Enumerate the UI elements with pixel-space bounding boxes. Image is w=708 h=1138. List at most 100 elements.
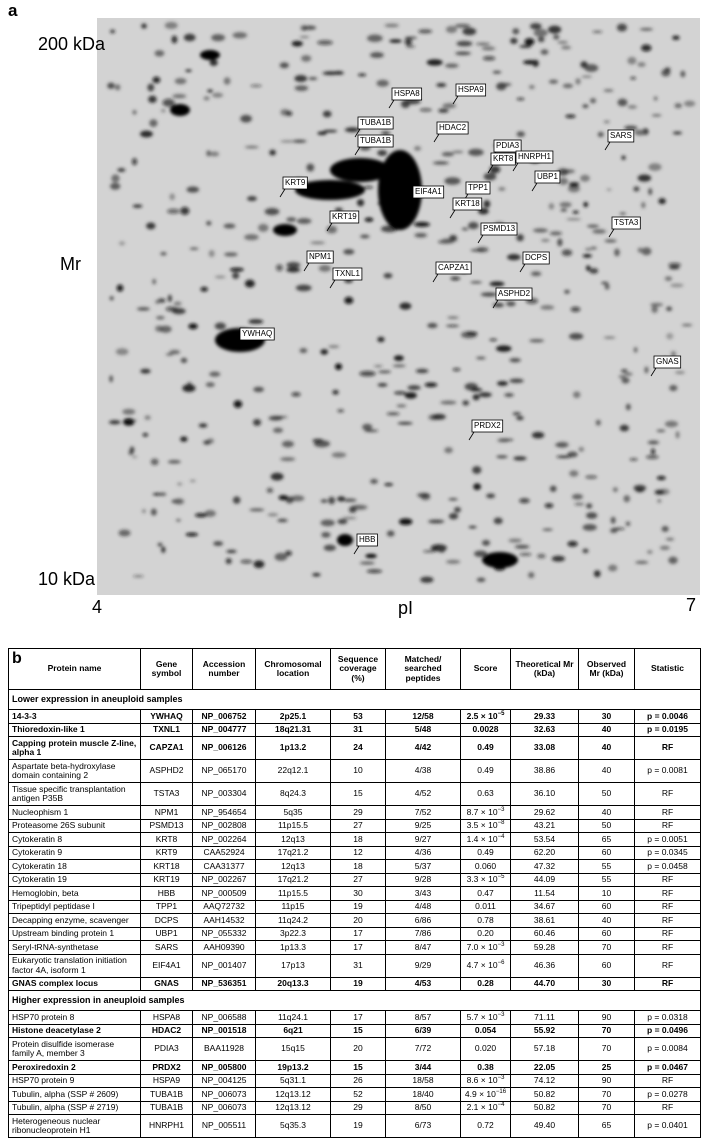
spot — [530, 23, 542, 30]
table-cell: 22q12.1 — [255, 759, 331, 783]
spot — [393, 391, 407, 395]
spot — [468, 525, 477, 529]
table-cell: 29.33 — [510, 709, 579, 724]
spot — [253, 386, 264, 393]
spot — [553, 34, 560, 40]
spot — [582, 254, 592, 258]
spot — [167, 294, 172, 303]
spot-label: CAPZA1 — [438, 263, 470, 272]
spot — [454, 506, 461, 513]
table-cell: 0.20 — [460, 926, 511, 941]
spot — [467, 221, 479, 230]
spot — [132, 575, 144, 578]
spot — [226, 549, 237, 554]
table-cell: 44.70 — [510, 976, 579, 991]
spot — [312, 573, 321, 577]
spot — [606, 188, 612, 191]
spot — [405, 44, 416, 48]
spot — [214, 322, 226, 330]
spot — [115, 348, 129, 356]
table-cell: Tubulin, alpha (SSP # 2719) — [8, 1100, 141, 1115]
table-cell: 0.0028 — [460, 722, 511, 737]
spot — [548, 203, 555, 210]
spot — [586, 503, 593, 509]
spot — [585, 265, 591, 271]
spot — [377, 149, 388, 157]
spot — [556, 455, 571, 458]
spot — [186, 382, 193, 390]
table-cell: 0.011 — [460, 899, 511, 914]
spot — [645, 455, 659, 460]
table-cell: 60 — [578, 845, 635, 860]
table-cell: NP_000509 — [192, 886, 256, 901]
spot — [489, 165, 501, 174]
table-cell: 6/39 — [385, 1023, 461, 1038]
table-cell: 1p13.2 — [255, 736, 331, 760]
table-cell: EIF4A1 — [140, 953, 193, 978]
spot — [417, 492, 430, 498]
y-axis-label: Mr — [60, 254, 81, 274]
score-exponent: −4 — [497, 1102, 505, 1109]
spot — [273, 427, 283, 433]
spot — [200, 286, 208, 292]
table-cell: 18q21.31 — [255, 722, 331, 737]
spot — [568, 332, 584, 340]
spot — [386, 412, 400, 416]
spot — [116, 284, 124, 292]
spot — [250, 84, 262, 87]
spot — [470, 388, 483, 392]
spot — [593, 570, 601, 578]
table-row: Tissue specific transplantation antigen … — [8, 782, 701, 806]
spot — [644, 366, 649, 374]
spot — [169, 350, 181, 355]
table-cell: 8/57 — [385, 1010, 461, 1025]
score-base: 4.7 × 10 — [466, 959, 498, 970]
table-cell: p = 0.0345 — [634, 845, 701, 860]
spot — [428, 519, 445, 524]
label-pointer — [353, 545, 360, 555]
table-cell: Upstream binding protein 1 — [8, 926, 141, 941]
spot — [661, 69, 671, 77]
spot — [384, 23, 399, 28]
spot — [183, 33, 196, 42]
spot — [418, 29, 433, 34]
table-cell: Capping protein muscle Z-line, alpha 1 — [8, 736, 141, 760]
spot — [244, 234, 259, 241]
table-row: Proteasome 26S subunit PSMD13 NP_002808 11p… — [8, 818, 701, 833]
spot — [669, 384, 678, 392]
spot — [595, 419, 601, 426]
table-cell: RF — [634, 872, 701, 887]
spot — [597, 131, 604, 138]
table-cell: TPP1 — [140, 899, 193, 914]
label-pointer — [604, 141, 611, 151]
spot — [424, 382, 438, 388]
table-cell: 90 — [578, 1010, 635, 1025]
table-cell: NP_006588 — [192, 1010, 256, 1025]
spot — [209, 151, 220, 157]
table-cell: 32.63 — [510, 722, 579, 737]
spot — [132, 204, 143, 208]
spot — [493, 517, 503, 525]
spot — [621, 369, 628, 373]
spot — [456, 40, 473, 47]
spot — [603, 336, 616, 339]
label-pointer — [477, 234, 484, 244]
label-pointer — [409, 197, 416, 207]
spot — [420, 576, 434, 583]
spot — [558, 177, 569, 185]
score-exponent: −6 — [497, 959, 505, 966]
spot — [623, 495, 631, 503]
spot — [140, 130, 153, 138]
table-cell: 31 — [330, 722, 386, 737]
spot — [364, 217, 374, 222]
table-cell: 29 — [330, 805, 386, 820]
table-cell: p = 0.0496 — [634, 1023, 701, 1038]
spot — [225, 558, 232, 565]
spot — [452, 367, 461, 372]
spot — [482, 552, 518, 568]
spot — [268, 415, 283, 421]
table-cell: RF — [634, 805, 701, 820]
spot — [537, 553, 546, 559]
spot — [567, 541, 578, 547]
label-pointer — [468, 431, 475, 441]
